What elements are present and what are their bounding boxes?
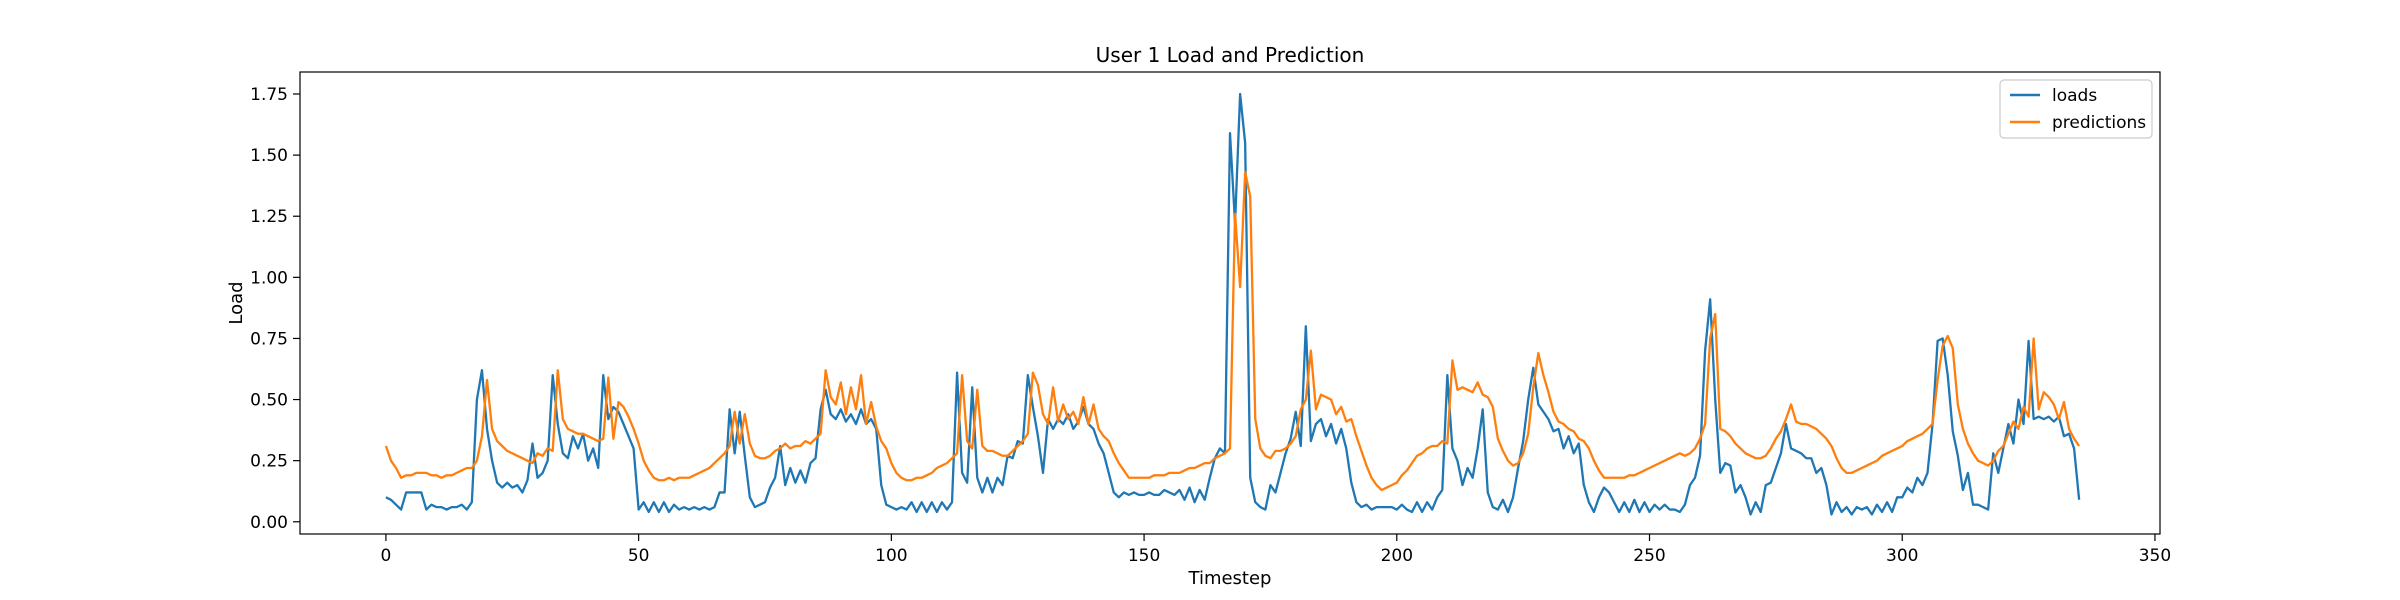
chart-title: User 1 Load and Prediction (1096, 43, 1365, 67)
x-tick-label: 200 (1381, 546, 1413, 566)
x-axis-title: Timestep (1188, 568, 1272, 589)
x-tick-label: 0 (381, 546, 392, 566)
x-tick-label: 250 (1633, 546, 1665, 566)
legend-label-loads: loads (2052, 86, 2097, 106)
y-tick-label: 0.25 (250, 452, 288, 472)
y-tick-label: 1.50 (250, 146, 288, 166)
x-tick-label: 300 (1886, 546, 1918, 566)
y-tick-label: 0.50 (250, 391, 288, 411)
y-tick-label: 1.25 (250, 207, 288, 227)
y-axis: 0.00 0.25 0.50 0.75 1.00 1.25 1.50 1.75 (250, 85, 300, 533)
x-tick-label: 150 (1128, 546, 1160, 566)
plot-frame (299, 71, 2161, 535)
legend-label-predictions: predictions (2052, 113, 2146, 133)
y-tick-label: 1.00 (250, 268, 288, 288)
legend: loads predictions (1999, 79, 2153, 139)
y-tick-label: 0.00 (250, 513, 288, 533)
series-lines (384, 92, 2081, 516)
x-tick-label: 50 (628, 546, 650, 566)
x-axis: 0 50 100 150 200 250 300 350 (381, 534, 2171, 566)
plot-area (384, 92, 2081, 516)
y-tick-label: 1.75 (250, 85, 288, 105)
series-line-predictions (384, 171, 2081, 492)
series-line-loads (385, 92, 2081, 516)
y-tick-label: 0.75 (250, 329, 288, 349)
y-axis-title: Load (226, 281, 247, 324)
x-tick-label: 350 (2139, 546, 2171, 566)
x-tick-label: 100 (875, 546, 907, 566)
